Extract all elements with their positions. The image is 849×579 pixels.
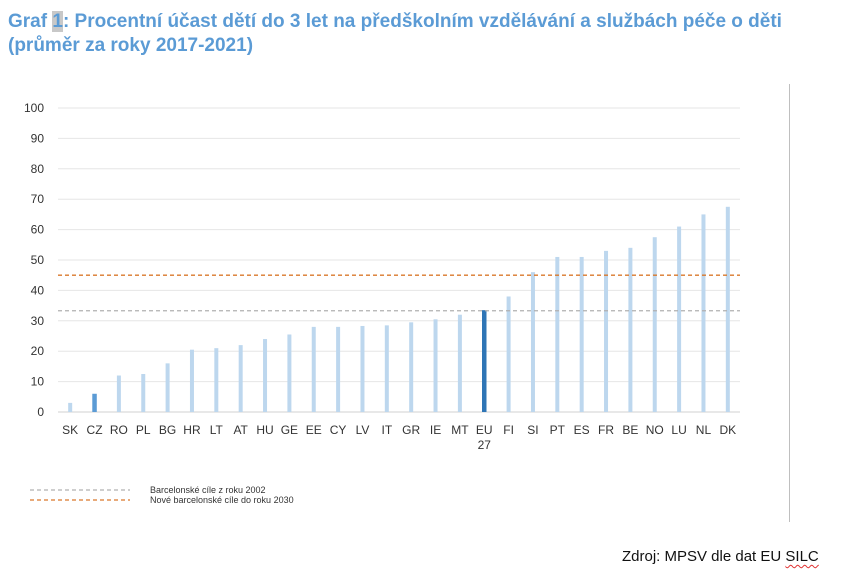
bar-dk: [725, 206, 730, 412]
x-tick-label: EE: [306, 423, 322, 437]
bar-fr: [604, 250, 609, 412]
y-axis-ticks: 0 10 20 30 40 50 60 70 80 90 100: [24, 101, 44, 419]
x-tick-label: LT: [210, 423, 224, 437]
bar-lv: [360, 325, 365, 412]
gridlines: [58, 107, 740, 413]
y-tick-label: 100: [24, 101, 44, 115]
bar-it: [384, 325, 389, 412]
bar-cz: [92, 393, 97, 412]
legend-label-1: Barcelonské cíle z roku 2002: [150, 485, 266, 495]
bar-no: [652, 237, 657, 412]
x-tick-label: RO: [110, 423, 128, 437]
x-tick-label: DK: [719, 423, 736, 437]
bar-hu: [263, 339, 268, 412]
x-tick-label: GR: [402, 423, 420, 437]
bar-fi: [506, 296, 511, 412]
title-line-1: Graf 1: Procentní účast dětí do 3 let na…: [8, 10, 843, 34]
title-prefix: Graf: [8, 11, 53, 32]
bar-gr: [409, 322, 414, 412]
x-tick-label: NL: [696, 423, 712, 437]
bar-es: [579, 256, 584, 412]
x-tick-label: LU: [671, 423, 686, 437]
y-tick-label: 30: [31, 314, 45, 328]
title-line-2: (průměr za roky 2017-2021): [8, 35, 254, 56]
bars: [68, 206, 730, 412]
x-axis-ticks: SK CZ RO PL BG HR LT AT HU GE EE CY LV IT GR IE MT EU 27 FI…: [62, 423, 736, 452]
bar-lu: [677, 226, 682, 412]
x-tick-label: GE: [281, 423, 298, 437]
bar-pl: [141, 374, 146, 412]
x-tick-label: FI: [503, 423, 514, 437]
x-tick-label: IE: [430, 423, 441, 437]
reference-lines: [58, 274, 740, 312]
y-tick-label: 70: [31, 192, 45, 206]
legend-label-2: Nové barcelonské cíle do roku 2030: [150, 495, 294, 505]
x-tick-label: HR: [183, 423, 201, 437]
x-tick-label: LV: [356, 423, 370, 437]
bar-at: [238, 345, 243, 412]
bar-eu-27: [482, 310, 487, 412]
x-tick-label: PT: [550, 423, 566, 437]
x-tick-label: MT: [451, 423, 469, 437]
x-tick-label: PL: [136, 423, 151, 437]
bar-mt: [457, 314, 462, 412]
x-tick-label: EU 27: [476, 423, 493, 452]
source-note: Zdroj: MPSV dle dat EU SILC: [622, 548, 819, 565]
x-tick-label: CZ: [87, 423, 103, 437]
y-tick-label: 0: [37, 405, 44, 419]
bar-lt: [214, 348, 219, 412]
source-silc: SILC: [785, 548, 819, 565]
y-tick-label: 20: [31, 344, 45, 358]
x-tick-label: BE: [622, 423, 638, 437]
bar-nl: [701, 214, 706, 412]
x-tick-label: ES: [574, 423, 590, 437]
y-tick-label: 40: [31, 283, 45, 297]
x-tick-label: AT: [233, 423, 248, 437]
x-tick-label: IT: [381, 423, 392, 437]
bar-ie: [433, 319, 438, 412]
y-tick-label: 90: [31, 131, 45, 145]
title-rest: : Procentní účast dětí do 3 let na předš…: [62, 11, 782, 32]
bar-sk: [68, 402, 73, 412]
title-number: 1: [52, 11, 63, 32]
bar-cy: [336, 326, 341, 412]
y-tick-label: 60: [31, 223, 45, 237]
x-tick-label: BG: [159, 423, 176, 437]
x-tick-label: NO: [646, 423, 664, 437]
panel-divider: [789, 84, 790, 522]
y-tick-label: 80: [31, 162, 45, 176]
x-tick-label: HU: [256, 423, 273, 437]
bar-hr: [189, 349, 194, 412]
bar-ro: [116, 375, 121, 412]
source-prefix: Zdroj: MPSV dle dat EU: [622, 548, 786, 565]
bar-ge: [287, 334, 292, 412]
bar-si: [530, 272, 535, 412]
bar-ee: [311, 326, 316, 412]
x-tick-label: CY: [330, 423, 347, 437]
x-tick-label: SI: [527, 423, 538, 437]
chart-title: Graf 1: Procentní účast dětí do 3 let na…: [8, 10, 843, 58]
bar-bg: [165, 363, 170, 412]
x-tick-label: FR: [598, 423, 614, 437]
bar-be: [628, 247, 633, 412]
y-tick-label: 50: [31, 253, 45, 267]
bar-pt: [555, 256, 560, 412]
x-tick-label: SK: [62, 423, 78, 437]
y-tick-label: 10: [31, 375, 45, 389]
